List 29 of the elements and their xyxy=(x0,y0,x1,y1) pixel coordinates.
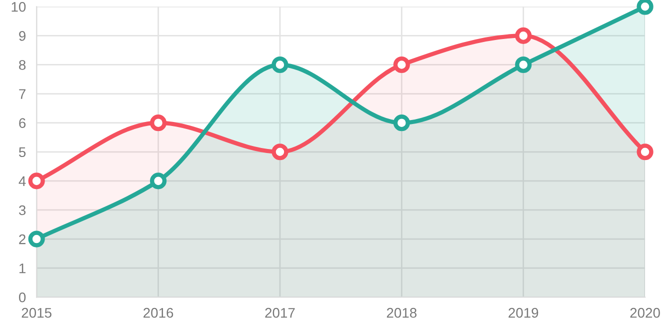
point xyxy=(636,144,654,160)
x-tick-label: 2015 xyxy=(22,308,52,318)
x-tick-label: 2016 xyxy=(144,308,174,318)
y-tick-label: 2 xyxy=(19,234,26,244)
point xyxy=(28,172,45,190)
point xyxy=(636,0,654,15)
x-tick-label: 2017 xyxy=(265,308,295,318)
point xyxy=(150,172,167,190)
point xyxy=(515,56,532,74)
y-tick-label: 3 xyxy=(18,205,26,216)
point xyxy=(272,144,288,160)
y-tick-label: 7 xyxy=(19,89,26,99)
y-tick-label: 8 xyxy=(19,60,26,70)
point xyxy=(393,56,410,74)
y-tick-label: 10 xyxy=(12,2,26,12)
x-tick-label: 2018 xyxy=(386,308,417,318)
x-tick-label: 2020 xyxy=(630,308,660,318)
y-tick-label: 1 xyxy=(19,264,26,274)
y-tick-label: 6 xyxy=(19,118,26,128)
x-tick-label: 2019 xyxy=(508,308,538,318)
y-tick-label: 0 xyxy=(18,292,26,302)
point xyxy=(272,56,288,74)
y-tick-label: 4 xyxy=(18,176,26,186)
point xyxy=(515,27,532,44)
point xyxy=(393,114,410,132)
y-tick-label: 9 xyxy=(19,31,26,41)
y-tick-label: 5 xyxy=(18,147,26,158)
point xyxy=(150,114,167,132)
point xyxy=(28,230,45,248)
